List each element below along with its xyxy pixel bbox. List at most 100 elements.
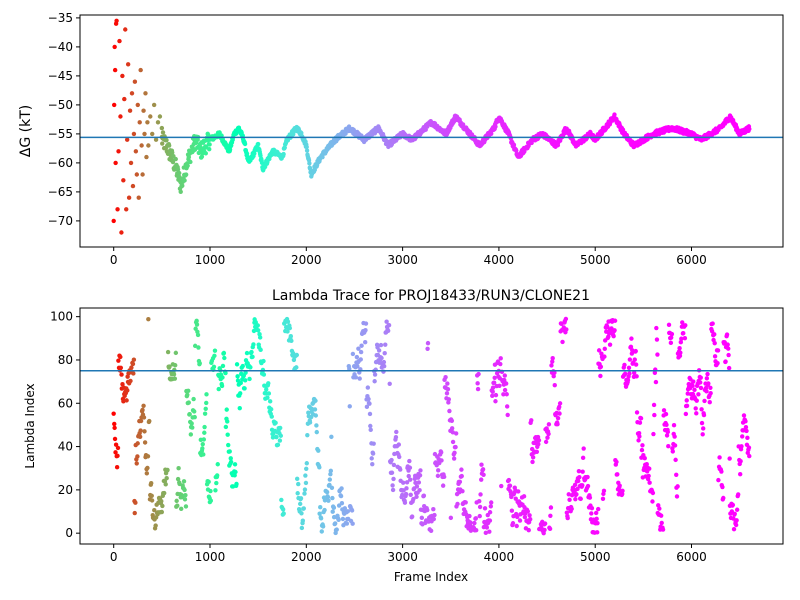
lambda-point [294,352,300,358]
lambda-point [149,498,155,503]
lambda-point [130,361,136,367]
lambda-point [196,345,201,350]
dg-point [136,195,141,200]
lambda-point [487,510,493,515]
dg-point [120,73,125,79]
lambda-point [113,450,118,455]
x-tick-label: 3000 [387,550,418,564]
lambda-point [304,466,309,471]
dg-point [620,127,626,132]
lambda-point [195,332,201,338]
lambda-point [287,325,293,331]
lambda-point [224,407,229,412]
lambda-point [726,365,732,371]
lambda-point [187,411,192,417]
lambda-point [726,352,731,358]
lambda-point [545,435,550,440]
lambda-point [135,441,140,446]
lambda-point [202,411,208,416]
lambda-point [118,365,124,370]
lambda-point [708,390,713,396]
lambda-point [142,429,147,434]
lambda-point [204,392,209,397]
x-tick-label: 6000 [676,253,707,267]
dg-point [139,143,144,148]
lambda-point [670,449,675,454]
lambda-point [302,487,308,492]
lambda-point [112,425,117,431]
lambda-point [516,489,521,494]
lambda-point [736,492,741,497]
lambda-point [724,332,730,337]
lambda-point [595,520,600,526]
lambda-point [625,377,631,383]
lambda-point [710,321,715,326]
lambda-point [149,493,154,498]
lambda-point [497,383,502,389]
lambda-point [345,509,351,514]
dg-point [141,108,146,113]
lambda-point [585,483,591,489]
lambda-point [153,523,158,528]
lambda-point [507,483,513,488]
lambda-point [247,376,252,382]
dg-point [143,91,148,96]
lambda-point [267,399,273,404]
lambda-point [640,443,645,448]
lambda-point [183,504,189,509]
lambda-point [506,477,512,483]
lambda-point [141,403,146,408]
lambda-point [627,371,632,376]
x-tick-label: 0 [110,253,118,267]
lambda-point [274,434,279,440]
lambda-point [527,513,532,518]
lambda-point [699,407,704,412]
lambda-point [595,530,600,535]
lambda-point [484,525,490,530]
lambda-point [569,492,575,498]
lambda-point [627,357,633,362]
lambda-point [368,423,373,429]
lambda-point [529,418,534,423]
lambda-point [268,407,274,412]
lambda-point [642,456,647,461]
lambda-point [565,515,570,521]
lambda-point [190,425,195,430]
lambda-point [492,375,497,380]
lambda-point [446,397,452,402]
y-tick-label: 60 [58,396,73,410]
lambda-point [414,494,419,499]
lambda-point [693,406,698,411]
lambda-point [194,318,199,324]
lambda-point [445,381,450,386]
dg-point [206,133,211,138]
lambda-point [660,527,666,532]
dg-point [188,159,193,165]
lambda-point [197,361,202,366]
lambda-point [358,357,363,362]
lambda-point [690,383,695,389]
lambda-point [651,402,657,408]
lambda-point [192,343,198,349]
lambda-point [350,521,355,526]
lambda-point [443,374,448,380]
dg-point [299,130,304,136]
lambda-point [306,410,311,415]
dg-point [170,150,175,155]
lambda-point [498,356,503,361]
lambda-point [421,493,427,498]
lambda-point [383,342,388,347]
lambda-point [322,507,327,513]
dg-point [157,114,163,119]
lambda-point [574,492,579,497]
lambda-point [473,516,479,521]
lambda-point [242,386,247,391]
lambda-point [194,322,200,327]
lambda-point [269,414,274,419]
lambda-point [181,479,187,484]
lambda-point [536,442,541,447]
lambda-point [509,508,515,513]
lambda-point [679,336,684,341]
lambda-point [204,400,209,406]
lambda-point [620,491,625,497]
